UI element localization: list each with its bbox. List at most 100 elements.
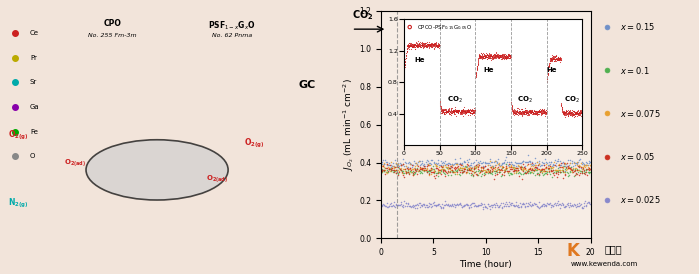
Point	[407, 45, 418, 49]
Point	[540, 110, 552, 115]
Point	[426, 205, 437, 209]
Point	[573, 158, 584, 162]
Point	[451, 113, 462, 118]
Point	[545, 164, 556, 169]
Point	[431, 163, 442, 167]
Point	[428, 171, 439, 175]
Point	[584, 166, 595, 171]
Point	[560, 204, 571, 209]
Point	[468, 203, 479, 208]
Point	[510, 168, 521, 172]
Point	[497, 56, 508, 61]
Point	[491, 50, 502, 54]
Point	[442, 109, 453, 114]
Point	[529, 161, 540, 165]
Point	[472, 167, 483, 172]
Point	[442, 170, 453, 174]
Point	[507, 108, 518, 112]
Point	[568, 169, 579, 173]
Point	[447, 110, 459, 114]
Point	[519, 164, 530, 169]
Point	[548, 57, 559, 61]
Point	[491, 203, 503, 208]
Point	[565, 168, 577, 173]
Point	[442, 107, 453, 111]
Point	[501, 155, 512, 159]
Point	[408, 41, 419, 46]
Point	[562, 158, 573, 162]
Point	[461, 108, 473, 112]
Point	[459, 110, 470, 114]
Point	[495, 53, 506, 58]
Point	[486, 52, 497, 57]
Point	[421, 40, 433, 45]
Point	[436, 110, 447, 115]
Point	[488, 53, 499, 58]
Point	[545, 58, 556, 62]
Point	[403, 44, 415, 48]
Point	[409, 43, 420, 47]
Point	[550, 170, 561, 175]
Point	[438, 168, 449, 172]
Point	[503, 53, 514, 57]
Point	[528, 111, 540, 115]
Point	[477, 164, 489, 169]
Point	[514, 201, 526, 206]
Point	[475, 166, 487, 170]
Point	[553, 168, 564, 173]
Point	[436, 161, 447, 165]
Point	[493, 164, 504, 169]
Point	[478, 54, 489, 59]
Point	[511, 164, 522, 169]
Point	[412, 169, 424, 173]
Point	[416, 42, 427, 46]
Point	[450, 109, 461, 113]
Point	[565, 111, 576, 115]
Point	[526, 110, 537, 114]
Point	[428, 167, 440, 171]
Point	[566, 108, 577, 112]
Point	[516, 164, 527, 168]
Point	[538, 108, 549, 112]
Point	[484, 56, 496, 60]
Point	[552, 56, 563, 61]
Point	[546, 159, 557, 164]
Point	[516, 167, 527, 171]
Point	[404, 44, 415, 49]
Point	[391, 170, 403, 175]
Point	[554, 202, 565, 207]
Point	[433, 167, 444, 172]
Point	[405, 44, 417, 48]
Point	[582, 200, 593, 204]
Point	[462, 163, 473, 167]
Point	[466, 168, 477, 173]
Point	[531, 160, 542, 164]
Point	[505, 202, 517, 207]
Point	[439, 111, 450, 115]
Point	[507, 110, 518, 114]
Point	[556, 201, 568, 206]
Point	[506, 104, 517, 108]
Point	[541, 77, 552, 81]
Point	[452, 110, 463, 114]
Point	[510, 109, 521, 113]
Point	[394, 161, 405, 165]
Point	[432, 43, 443, 47]
Point	[441, 164, 452, 169]
Point	[431, 171, 442, 175]
Point	[486, 165, 497, 170]
Point	[574, 113, 585, 117]
Point	[579, 162, 590, 166]
Point	[470, 204, 482, 208]
Point	[521, 204, 533, 208]
Point	[575, 110, 586, 115]
Point	[522, 113, 533, 117]
Point	[443, 204, 454, 208]
Point	[457, 109, 468, 113]
Point	[503, 53, 514, 57]
Point	[496, 55, 507, 59]
Point	[446, 110, 457, 114]
Point	[563, 112, 575, 116]
Point	[403, 171, 415, 175]
Point	[419, 44, 430, 49]
